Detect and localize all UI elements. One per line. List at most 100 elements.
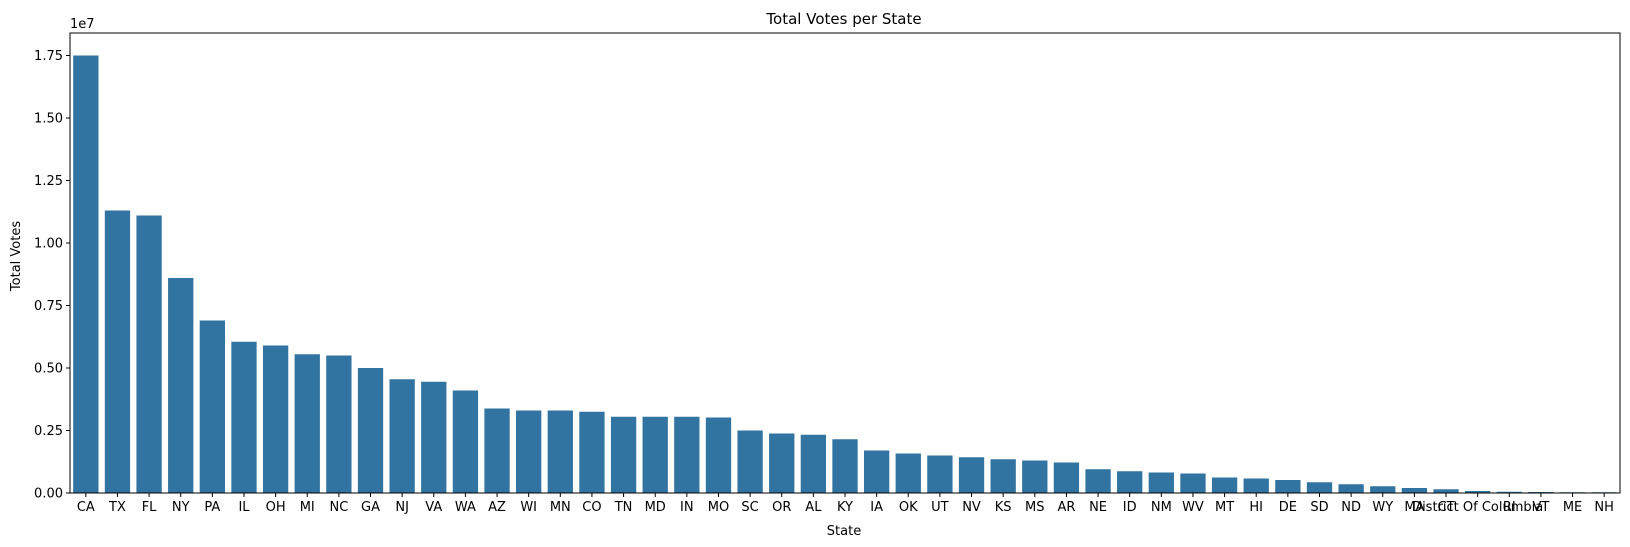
x-tick-label: MO xyxy=(708,500,729,515)
x-tick-label: OH xyxy=(266,500,286,515)
bar-co xyxy=(579,411,605,493)
x-tick-label: NC xyxy=(329,500,348,515)
bar-ms xyxy=(1022,460,1048,493)
x-tick-label: KY xyxy=(837,500,853,515)
bar-ok xyxy=(895,453,921,493)
x-tick-label: SD xyxy=(1310,500,1328,515)
bars-layer xyxy=(73,55,1617,493)
bar-mt xyxy=(1211,477,1238,493)
y-axis-title: Total Votes xyxy=(9,221,24,292)
x-tick-label: NV xyxy=(962,500,981,515)
bar-ny xyxy=(168,278,194,493)
x-tick-label: MT xyxy=(1215,500,1234,515)
x-tick-label: WA xyxy=(455,500,476,515)
x-tick-label: MN xyxy=(550,500,571,515)
y-axis-offset-label: 1e7 xyxy=(70,17,95,32)
bar-al xyxy=(800,434,827,493)
bar-nj xyxy=(389,379,415,493)
x-tick-label: GA xyxy=(361,500,380,515)
bar-nc xyxy=(326,355,352,493)
bar-mi xyxy=(294,354,320,493)
x-tick-label: WV xyxy=(1182,500,1204,515)
x-axis-ticks: CA TX FL NY PA IL OH MI NC GA NJ VA WA AZ WI MN CO TN MD IN… xyxy=(77,493,1614,515)
bar-wa xyxy=(452,390,479,493)
y-axis-ticks: 0.00 0.25 0.50 0.75 1.00 1.25 1.50 1.75 xyxy=(34,49,70,502)
x-tick-label: NM xyxy=(1151,500,1172,515)
bar-ne xyxy=(1085,469,1111,493)
x-tick-label: CT xyxy=(1438,500,1455,515)
bar-ia xyxy=(863,450,890,493)
x-tick-label: AZ xyxy=(488,500,506,515)
x-tick-label: MI xyxy=(300,500,315,515)
x-tick-label: AR xyxy=(1057,500,1075,515)
y-tick-label: 0.75 xyxy=(34,299,63,314)
x-tick-label: VT xyxy=(1532,500,1549,515)
bar-ga xyxy=(357,368,384,493)
bar-ri xyxy=(1496,491,1522,493)
x-tick-label: KS xyxy=(995,500,1012,515)
x-tick-label: IN xyxy=(680,500,694,515)
x-tick-label: AL xyxy=(805,500,822,515)
x-tick-label: MA xyxy=(1404,500,1424,515)
x-tick-label: WI xyxy=(520,500,537,515)
x-tick-label: NJ xyxy=(395,500,409,515)
bar-district-of-columbia xyxy=(1465,491,1491,493)
bar-ca xyxy=(73,55,99,493)
bar-sd xyxy=(1306,482,1333,493)
x-tick-label: VA xyxy=(425,500,442,515)
bar-nd xyxy=(1338,484,1364,493)
bar-nv xyxy=(958,457,985,493)
x-tick-label: ME xyxy=(1563,500,1582,515)
bar-mo xyxy=(705,417,732,493)
bar-de xyxy=(1275,480,1301,493)
bar-tx xyxy=(104,210,131,493)
y-tick-label: 1.25 xyxy=(34,174,63,189)
x-tick-label: MS xyxy=(1025,500,1044,515)
bar-sc xyxy=(737,430,763,493)
x-tick-label: TX xyxy=(108,500,126,515)
plot-frame xyxy=(69,32,1621,494)
bar-wy xyxy=(1370,486,1396,493)
x-tick-label: IL xyxy=(238,500,250,515)
bar-ma xyxy=(1401,488,1428,493)
bar-md xyxy=(642,416,668,493)
bar-or xyxy=(769,433,795,493)
x-tick-label: OR xyxy=(772,500,791,515)
x-tick-label: HI xyxy=(1249,500,1263,515)
y-tick-label: 0.00 xyxy=(34,487,63,502)
bar-wi xyxy=(516,410,542,493)
bar-ar xyxy=(1053,462,1080,493)
x-tick-label: TN xyxy=(614,500,633,515)
bar-mn xyxy=(547,410,573,493)
x-tick-label: NH xyxy=(1594,500,1614,515)
x-tick-label: MD xyxy=(645,500,666,515)
x-tick-label: DE xyxy=(1279,500,1297,515)
chart-title: Total Votes per State xyxy=(765,10,921,28)
x-tick-label: OK xyxy=(899,500,918,515)
x-tick-label: RI xyxy=(1503,500,1516,515)
bar-il xyxy=(231,341,257,493)
x-tick-label: NE xyxy=(1089,500,1107,515)
bar-hi xyxy=(1243,478,1269,493)
x-tick-label: WY xyxy=(1372,500,1393,515)
x-tick-label: CA xyxy=(77,500,95,515)
bar-id xyxy=(1117,471,1143,493)
bar-wv xyxy=(1180,473,1206,493)
x-tick-label: PA xyxy=(204,500,220,515)
bar-ut xyxy=(927,455,953,493)
x-tick-label: District Of Columbia xyxy=(1412,500,1543,515)
x-tick-label: ID xyxy=(1123,500,1137,515)
bar-pa xyxy=(199,320,225,493)
bar-in xyxy=(674,416,700,493)
bar-ct xyxy=(1433,489,1459,493)
x-tick-label: IA xyxy=(870,500,883,515)
bar-az xyxy=(484,408,510,493)
x-tick-label: SC xyxy=(741,500,758,515)
bar-tn xyxy=(610,416,637,493)
bar-nm xyxy=(1148,472,1174,493)
bar-fl xyxy=(136,215,162,493)
y-tick-label: 1.50 xyxy=(34,112,63,127)
x-tick-label: CO xyxy=(582,500,601,515)
y-tick-label: 1.00 xyxy=(34,237,63,252)
